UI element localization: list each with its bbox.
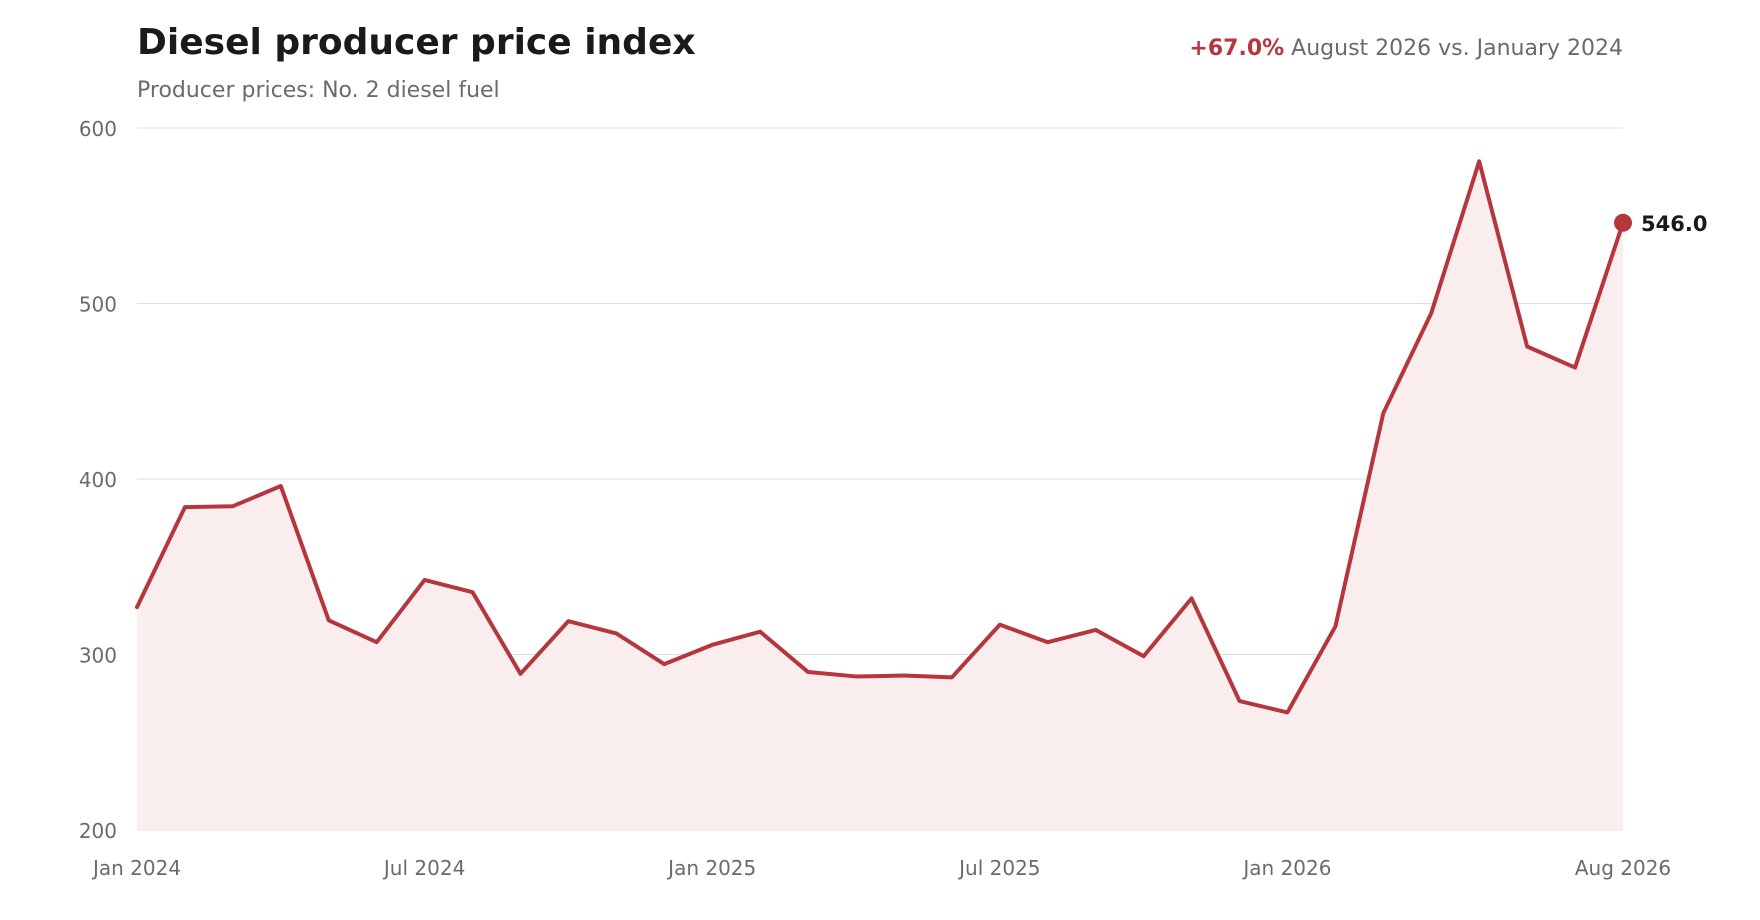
change-description: August 2026 vs. January 2024 — [1284, 36, 1623, 61]
x-tick-label: Jan 2026 — [1241, 856, 1331, 880]
chart-subtitle: Producer prices: No. 2 diesel fuel — [137, 78, 500, 103]
y-tick-label: 400 — [79, 468, 117, 492]
y-tick-label: 500 — [79, 293, 117, 317]
end-marker-group: 546.0 — [1614, 212, 1707, 236]
x-tick-label: Jan 2024 — [91, 856, 181, 880]
x-axis-ticks: Jan 2024 Jul 2024 Jan 2025 Jul 2025 Jan 2026… — [91, 856, 1671, 880]
x-tick-label: Aug 2026 — [1575, 856, 1671, 880]
end-point-marker — [1614, 213, 1632, 232]
x-tick-label: Jul 2025 — [957, 856, 1040, 880]
y-tick-label: 300 — [79, 644, 117, 668]
area-fill — [137, 161, 1623, 831]
y-tick-label: 200 — [79, 819, 117, 843]
end-value-label: 546.0 — [1641, 212, 1707, 236]
series-line — [135, 159, 1625, 715]
x-tick-label: Jul 2024 — [382, 856, 465, 880]
change-percent: +67.0% — [1189, 36, 1285, 61]
change-summary: +67.0% August 2026 vs. January 2024 — [1189, 36, 1623, 61]
y-tick-label: 600 — [79, 117, 117, 141]
series-area — [137, 161, 1623, 831]
chart-title: Diesel producer price index — [137, 22, 696, 63]
x-tick-label: Jan 2025 — [666, 856, 756, 880]
series-line-group — [135, 159, 1625, 715]
y-axis-ticks: 200 300 400 500 600 — [79, 117, 117, 843]
